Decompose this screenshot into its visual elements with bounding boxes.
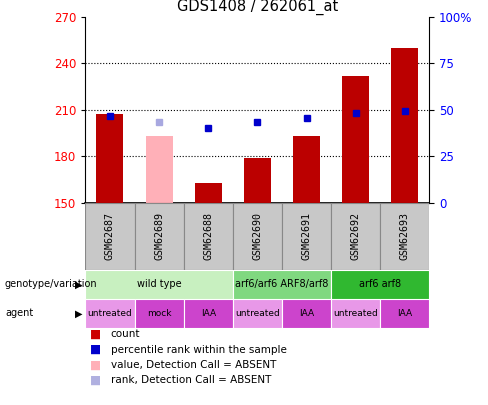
Bar [282, 299, 331, 328]
Text: ▶: ▶ [75, 309, 82, 318]
Text: agent: agent [5, 309, 33, 318]
Bar [233, 270, 331, 299]
Text: wild type: wild type [137, 279, 182, 289]
Bar [233, 299, 282, 328]
Bar [331, 299, 380, 328]
Text: ■: ■ [90, 328, 102, 341]
Text: ■: ■ [90, 374, 102, 387]
Bar [380, 203, 429, 270]
Text: untreated: untreated [235, 309, 280, 318]
Text: ■: ■ [90, 358, 102, 371]
Text: untreated: untreated [333, 309, 378, 318]
Text: GSM62693: GSM62693 [400, 212, 410, 260]
Bar [85, 299, 135, 328]
Bar [233, 203, 282, 270]
Bar [183, 203, 233, 270]
Bar [331, 270, 429, 299]
Text: GSM62688: GSM62688 [203, 212, 213, 260]
Text: count: count [111, 329, 140, 339]
Bar [85, 203, 135, 270]
Text: GSM62687: GSM62687 [105, 212, 115, 260]
Text: untreated: untreated [88, 309, 132, 318]
Text: GSM62692: GSM62692 [351, 212, 361, 260]
Text: mock: mock [147, 309, 171, 318]
Text: IAA: IAA [201, 309, 216, 318]
Bar [135, 299, 183, 328]
Text: ■: ■ [90, 343, 102, 356]
Bar [282, 203, 331, 270]
Text: value, Detection Call = ABSENT: value, Detection Call = ABSENT [111, 360, 276, 370]
Bar [331, 203, 380, 270]
Bar [145, 136, 173, 203]
Text: genotype/variation: genotype/variation [5, 279, 98, 289]
Text: arf6 arf8: arf6 arf8 [359, 279, 401, 289]
Bar [293, 136, 320, 203]
Bar [183, 299, 233, 328]
Bar [135, 203, 183, 270]
Text: rank, Detection Call = ABSENT: rank, Detection Call = ABSENT [111, 375, 271, 385]
Text: ▶: ▶ [75, 279, 82, 289]
Text: GSM62691: GSM62691 [302, 212, 311, 260]
Bar [244, 158, 271, 203]
Text: GSM62689: GSM62689 [154, 212, 164, 260]
Bar [195, 183, 222, 203]
Title: GDS1408 / 262061_at: GDS1408 / 262061_at [177, 0, 338, 15]
Text: IAA: IAA [397, 309, 412, 318]
Bar [342, 76, 369, 203]
Text: arf6/arf6 ARF8/arf8: arf6/arf6 ARF8/arf8 [235, 279, 329, 289]
Text: GSM62690: GSM62690 [252, 212, 263, 260]
Bar [391, 48, 418, 203]
Bar [85, 270, 233, 299]
Bar [97, 115, 123, 203]
Text: percentile rank within the sample: percentile rank within the sample [111, 345, 286, 354]
Text: IAA: IAA [299, 309, 314, 318]
Bar [380, 299, 429, 328]
